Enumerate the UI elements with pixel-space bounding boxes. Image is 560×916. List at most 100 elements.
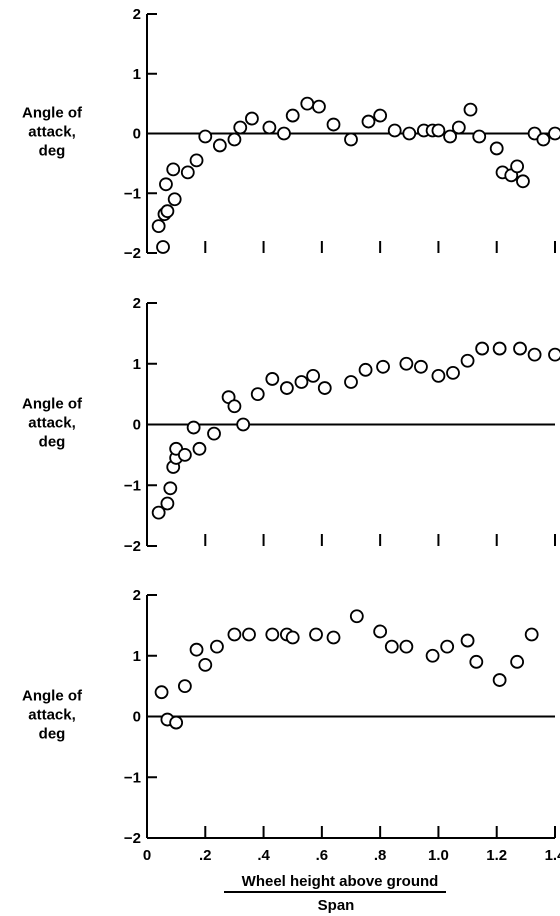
data-point	[384, 639, 399, 654]
data-point	[265, 372, 280, 386]
data-point	[344, 375, 358, 389]
data-point	[510, 159, 525, 174]
y-tick-label: 1	[133, 66, 141, 83]
data-point	[349, 609, 364, 624]
data-point	[414, 359, 428, 374]
y-tick-label: 0	[133, 417, 141, 434]
y-tick-label: 2	[133, 587, 141, 604]
y-tick-label: 0	[133, 126, 141, 143]
data-point	[159, 177, 173, 192]
x-tick-label: .8	[374, 847, 387, 864]
data-point	[443, 129, 457, 144]
data-point	[460, 633, 475, 648]
data-point	[192, 441, 207, 456]
y-tick-label: −1	[124, 477, 141, 494]
data-point	[516, 174, 530, 189]
data-point	[242, 627, 256, 642]
data-point	[425, 648, 440, 663]
data-point	[472, 129, 487, 144]
data-point	[198, 129, 213, 144]
y-tick-label: 0	[133, 709, 141, 726]
data-point	[154, 685, 169, 700]
data-point	[524, 627, 539, 642]
data-point	[446, 365, 460, 380]
x-tick-label: 1.4	[545, 847, 560, 864]
data-point	[373, 624, 388, 639]
y-tick-label: 2	[133, 295, 141, 312]
data-point	[510, 654, 525, 669]
data-point	[163, 481, 178, 496]
data-point	[279, 381, 294, 395]
data-point	[399, 639, 414, 654]
y-axis-label: deg	[39, 143, 66, 160]
data-point	[312, 99, 326, 114]
data-point	[277, 126, 291, 141]
data-point	[151, 505, 166, 520]
data-point	[285, 630, 300, 645]
data-point	[548, 126, 560, 141]
y-tick-label: 1	[133, 648, 141, 665]
y-axis-label: deg	[39, 434, 66, 451]
data-point	[285, 108, 300, 123]
data-point	[387, 123, 402, 138]
data-point	[227, 399, 242, 414]
data-point	[492, 341, 507, 356]
data-point	[210, 639, 224, 654]
data-point	[160, 496, 175, 511]
data-point	[294, 375, 309, 389]
data-point	[212, 138, 227, 153]
panel-bottom: 2 1 0 −1 −2 Angle of attack, deg	[22, 587, 556, 847]
data-point	[344, 132, 358, 147]
data-point	[460, 353, 475, 368]
data-point	[300, 96, 315, 111]
data-point	[166, 162, 181, 177]
y-axis-label: deg	[39, 726, 66, 743]
data-point	[177, 447, 192, 462]
x-tick-label: 0	[143, 847, 151, 864]
y-axis-label: attack,	[28, 707, 76, 724]
y-axis-label: attack,	[28, 124, 76, 141]
data-point	[527, 347, 542, 362]
x-tick-label: 1.2	[486, 847, 507, 864]
data-point	[326, 117, 341, 132]
data-point	[513, 341, 527, 356]
data-point	[151, 219, 166, 234]
y-axis-label: Angle of	[22, 105, 83, 122]
data-point	[475, 341, 490, 356]
data-point	[361, 114, 376, 129]
data-point	[440, 639, 455, 654]
data-point	[186, 420, 201, 435]
data-point	[373, 108, 388, 123]
x-tick-label: .2	[199, 847, 212, 864]
data-point	[317, 381, 332, 395]
data-point	[306, 368, 321, 383]
data-point	[189, 153, 204, 168]
data-point	[250, 387, 265, 402]
data-point	[233, 120, 248, 135]
data-point	[463, 102, 478, 117]
data-point	[469, 654, 484, 669]
x-tick-label: 1.0	[428, 847, 449, 864]
data-point	[451, 120, 466, 135]
data-point	[399, 356, 414, 371]
data-point	[489, 141, 504, 156]
data-point	[245, 111, 259, 126]
data-point	[431, 368, 446, 383]
data-point	[169, 715, 184, 730]
data-point	[536, 132, 551, 147]
x-axis-label-denominator: Span	[318, 897, 355, 914]
y-tick-label: −1	[124, 769, 141, 786]
data-point	[227, 132, 242, 147]
data-point	[326, 630, 341, 645]
x-axis-tick-labels: 0 .2 .4 .6 .8 1.0 1.2 1.4	[143, 847, 560, 864]
y-tick-label: 2	[133, 6, 141, 23]
data-point	[180, 165, 195, 180]
x-tick-label: .4	[257, 847, 270, 864]
x-axis-label-numerator: Wheel height above ground	[242, 873, 439, 890]
data-point	[156, 240, 170, 254]
data-point	[376, 359, 390, 374]
y-axis-label: Angle of	[22, 396, 83, 413]
data-point	[198, 657, 213, 672]
panel-middle: 2 1 0 −1 −2 Angle of attack, deg	[22, 295, 560, 555]
